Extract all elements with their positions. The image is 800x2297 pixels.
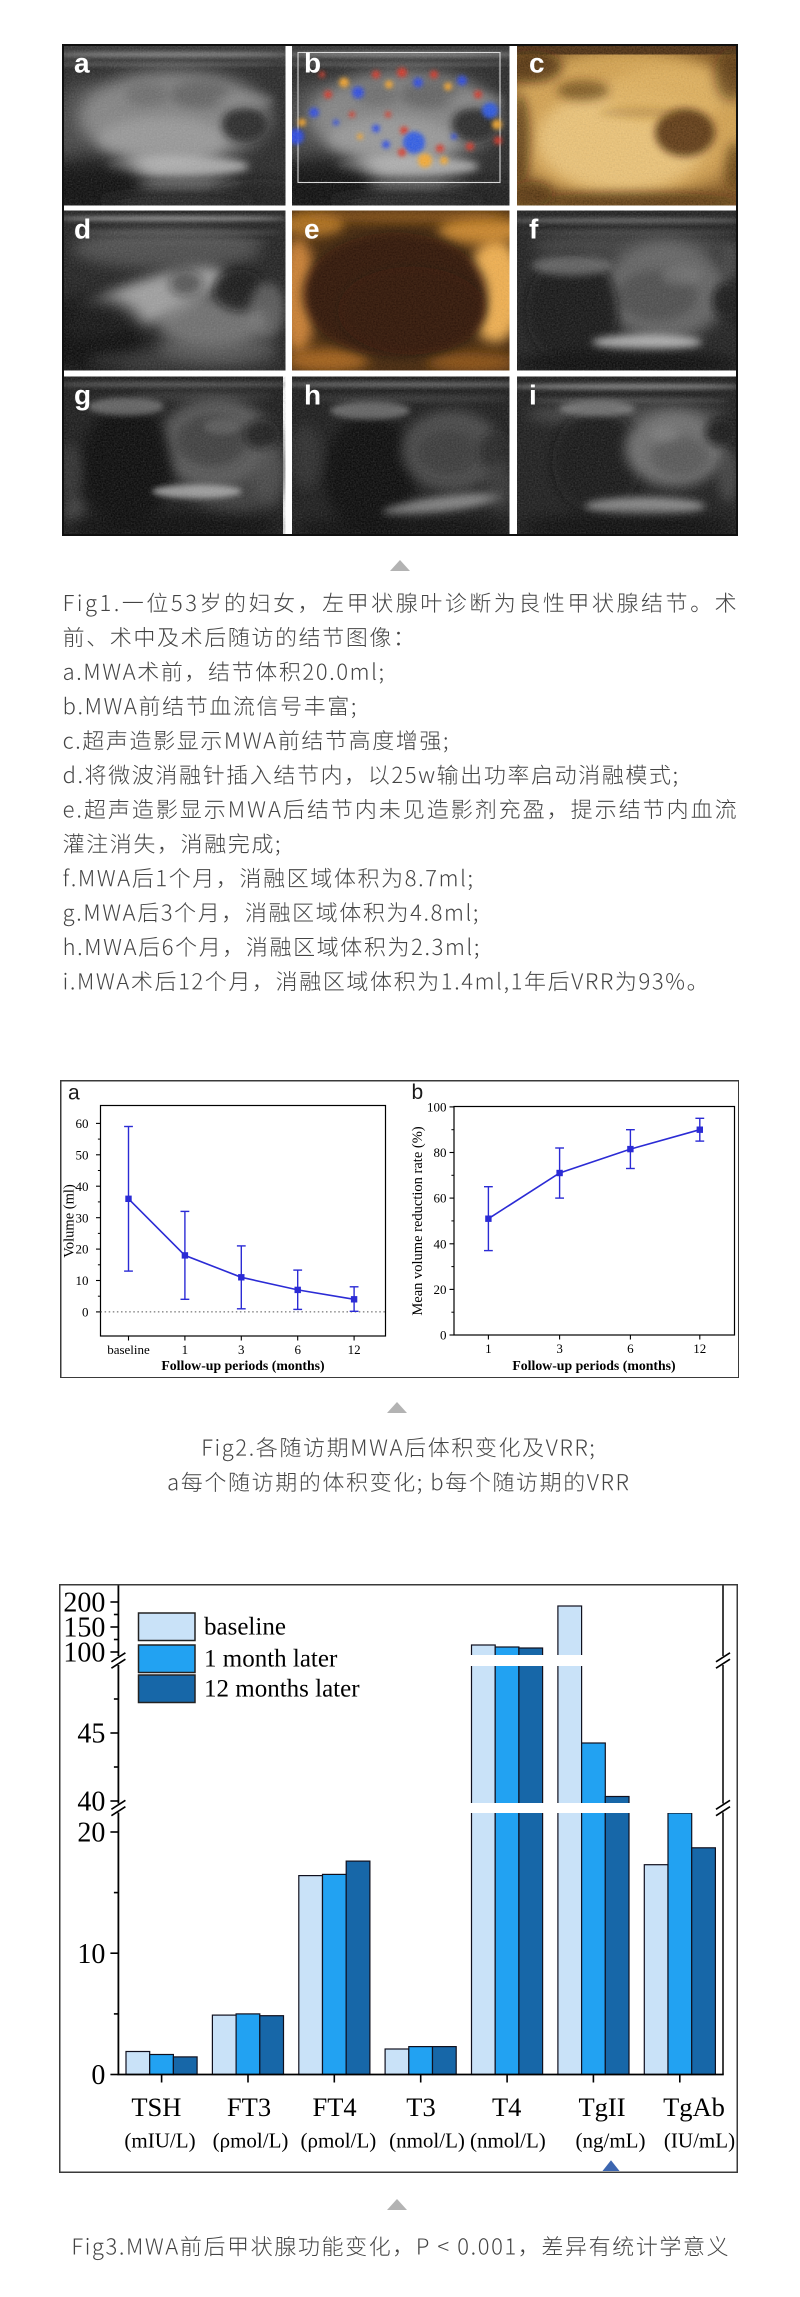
- svg-text:100: 100: [63, 1638, 105, 1669]
- svg-text:T3: T3: [406, 2092, 435, 2122]
- svg-text:Mean volume reduction rate (%): Mean volume reduction rate (%): [410, 1126, 426, 1315]
- svg-text:150: 150: [63, 1613, 105, 1644]
- svg-text:12 months later: 12 months later: [204, 1676, 360, 1703]
- svg-text:Follow-up periods (months): Follow-up periods (months): [512, 1358, 675, 1374]
- svg-text:10: 10: [75, 1273, 88, 1288]
- svg-text:FT4: FT4: [313, 2092, 357, 2122]
- svg-text:d: d: [74, 214, 91, 245]
- svg-text:(nmol/L): (nmol/L): [389, 2129, 465, 2153]
- svg-text:60: 60: [433, 1190, 446, 1205]
- svg-text:100: 100: [427, 1099, 447, 1114]
- svg-text:(mIU/L): (mIU/L): [124, 2129, 195, 2153]
- svg-text:10: 10: [77, 1939, 105, 1970]
- svg-text:40: 40: [77, 1787, 105, 1818]
- svg-text:TgAb: TgAb: [663, 2092, 725, 2122]
- svg-text:b: b: [411, 1081, 423, 1104]
- svg-text:40: 40: [433, 1236, 446, 1251]
- svg-text:a: a: [74, 48, 90, 79]
- svg-text:30: 30: [75, 1210, 88, 1225]
- svg-text:h: h: [304, 380, 321, 411]
- svg-text:12: 12: [693, 1341, 706, 1356]
- svg-text:3: 3: [556, 1341, 563, 1356]
- svg-text:Follow-up periods (months): Follow-up periods (months): [161, 1358, 324, 1374]
- svg-text:3: 3: [238, 1342, 245, 1357]
- svg-text:6: 6: [627, 1341, 634, 1356]
- svg-text:T4: T4: [492, 2092, 521, 2122]
- svg-text:60: 60: [75, 1116, 88, 1131]
- svg-text:80: 80: [433, 1145, 446, 1160]
- svg-text:0: 0: [440, 1327, 447, 1342]
- svg-text:1: 1: [181, 1342, 188, 1357]
- svg-text:(ρmol/L): (ρmol/L): [213, 2129, 289, 2153]
- svg-text:baseline: baseline: [204, 1614, 286, 1641]
- svg-text:b: b: [304, 48, 321, 79]
- svg-text:(ρmol/L): (ρmol/L): [301, 2129, 377, 2153]
- svg-text:TSH: TSH: [131, 2092, 181, 2122]
- svg-text:50: 50: [75, 1147, 88, 1162]
- svg-text:Volume (ml): Volume (ml): [61, 1184, 77, 1258]
- svg-text:(ng/mL): (ng/mL): [576, 2129, 646, 2153]
- svg-text:a: a: [68, 1081, 80, 1104]
- svg-text:45: 45: [77, 1719, 105, 1750]
- svg-text:0: 0: [91, 2060, 105, 2091]
- svg-text:40: 40: [75, 1178, 88, 1193]
- svg-text:0: 0: [82, 1304, 89, 1319]
- svg-text:c: c: [529, 48, 545, 79]
- svg-text:1 month later: 1 month later: [204, 1646, 338, 1673]
- svg-text:6: 6: [294, 1342, 301, 1357]
- svg-text:20: 20: [75, 1241, 88, 1256]
- svg-text:f: f: [529, 214, 539, 245]
- svg-text:baseline: baseline: [107, 1342, 150, 1357]
- svg-text:20: 20: [77, 1818, 105, 1849]
- svg-text:200: 200: [63, 1588, 105, 1619]
- svg-text:(IU/mL): (IU/mL): [664, 2129, 735, 2153]
- svg-text:FT3: FT3: [227, 2092, 271, 2122]
- svg-text:12: 12: [347, 1342, 360, 1357]
- svg-text:1: 1: [485, 1341, 492, 1356]
- svg-text:e: e: [304, 214, 320, 245]
- svg-text:g: g: [74, 380, 91, 411]
- svg-text:20: 20: [433, 1282, 446, 1297]
- svg-text:(nmol/L): (nmol/L): [470, 2129, 546, 2153]
- svg-text:i: i: [529, 380, 537, 411]
- svg-text:TgII: TgII: [578, 2092, 625, 2122]
